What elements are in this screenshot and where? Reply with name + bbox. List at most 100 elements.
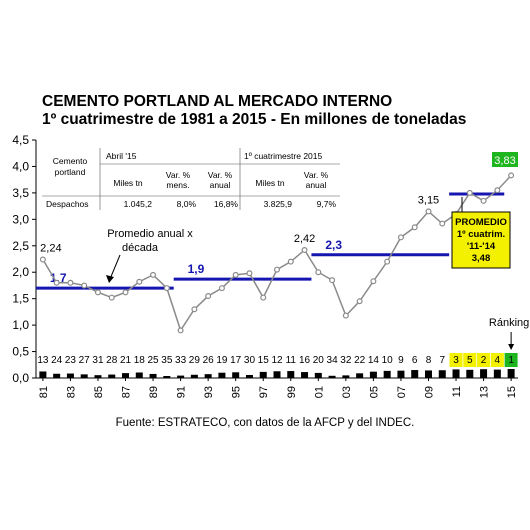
y-tick-label: 2,0: [12, 265, 29, 279]
y-tick-label: 4,0: [12, 159, 29, 173]
ranking-label: 2: [481, 355, 487, 366]
ranking-label: 18: [134, 355, 146, 366]
series-point: [494, 187, 501, 194]
ranking-label: 33: [175, 355, 187, 366]
ranking-label: 23: [65, 355, 77, 366]
ranking-bar: [53, 373, 61, 378]
ranking-bar: [301, 372, 309, 378]
series-point: [136, 278, 143, 285]
series-point: [397, 234, 404, 241]
ranking-bar: [66, 373, 74, 378]
ranking-label: 3: [453, 355, 459, 366]
x-tick-label: 97: [258, 386, 270, 398]
ranking-bar: [190, 374, 198, 378]
ranking-bar: [493, 369, 501, 378]
ranking-bar: [369, 371, 377, 378]
source-note: Fuente: ESTRATECO, con datos de la AFCP …: [115, 417, 415, 429]
point-label: 2,24: [40, 243, 61, 255]
ranking-highlight: [504, 353, 518, 367]
ranking-label: 15: [258, 355, 270, 366]
series-point: [67, 279, 74, 286]
recent-average-text: '11-'14: [467, 241, 496, 252]
table-cell: 8,0%: [177, 199, 197, 209]
series-point: [246, 270, 253, 277]
recent-average-text: PROMEDIO: [455, 217, 507, 228]
ranking-label: 29: [189, 355, 201, 366]
ranking-label: 24: [51, 355, 63, 366]
x-tick-label: 95: [231, 386, 243, 398]
series-point: [108, 294, 115, 301]
ranking-label: 28: [106, 355, 118, 366]
ranking-bar: [273, 371, 281, 378]
ranking-label: 26: [203, 355, 215, 366]
table-column-header: anual: [210, 180, 231, 190]
decade-annotation-arrow-head: [106, 275, 114, 283]
recent-average-text: 1º cuatrim.: [457, 229, 505, 240]
series-point: [370, 278, 377, 285]
point-label: 2,42: [294, 233, 315, 245]
ranking-label: 5: [467, 355, 473, 366]
ranking-bar: [135, 372, 143, 378]
series-point: [425, 208, 432, 215]
ranking-bar: [411, 370, 419, 378]
ranking-caption: Ránking: [489, 317, 529, 329]
ranking-label: 30: [244, 355, 256, 366]
ranking-bar: [314, 372, 322, 378]
series-point: [356, 298, 363, 305]
ranking-bar: [342, 375, 350, 378]
table-cell: 3.825,9: [264, 199, 293, 209]
series-point: [191, 306, 198, 313]
point-label: 3,15: [418, 194, 439, 206]
ranking-bar: [245, 374, 253, 378]
table-column-header: anual: [306, 180, 327, 190]
ranking-label: 10: [382, 355, 394, 366]
ranking-label: 6: [412, 355, 418, 366]
series-point: [274, 266, 281, 273]
ranking-label: 13: [37, 355, 49, 366]
y-tick-label: 4,5: [12, 133, 29, 147]
ranking-bar: [232, 372, 240, 378]
ranking-bar: [438, 370, 446, 378]
table-column-header: Var. %: [208, 170, 233, 180]
y-tick-label: 3,5: [12, 186, 29, 200]
series-point: [480, 197, 487, 204]
table-row-header: portland: [55, 167, 86, 177]
decade-average-label: 1,9: [188, 262, 205, 276]
table-row-header: Cemento: [53, 156, 88, 166]
decade-annotation-arrow: [109, 254, 121, 280]
table-group-header: Abril '15: [106, 151, 137, 161]
ranking-label: 25: [147, 355, 159, 366]
x-tick-label: 83: [65, 386, 77, 398]
ranking-bar: [163, 376, 171, 378]
ranking-label: 14: [368, 355, 380, 366]
ranking-bar: [507, 369, 515, 378]
x-tick-label: 15: [506, 386, 518, 398]
table-column-header: Miles tn: [113, 178, 143, 188]
y-tick-label: 0,0: [12, 371, 29, 385]
ranking-label: 21: [120, 355, 132, 366]
ranking-bar: [466, 369, 474, 378]
table-cell: 1.045,2: [124, 199, 153, 209]
y-tick-label: 1,0: [12, 318, 29, 332]
table-column-header: Miles tn: [255, 178, 285, 188]
series-point: [122, 289, 129, 296]
ranking-bar: [204, 374, 212, 378]
chart-title: CEMENTO PORTLAND AL MERCADO INTERNO: [42, 93, 393, 110]
series-point: [466, 189, 473, 196]
ranking-bar: [177, 375, 185, 378]
ranking-bar: [122, 373, 130, 378]
x-tick-label: 99: [286, 386, 298, 398]
x-tick-label: 13: [479, 386, 491, 398]
series-point: [150, 271, 157, 278]
ranking-label: 17: [230, 355, 242, 366]
last-value-label: 3,83: [494, 155, 515, 167]
decade-average-label: 2,3: [325, 238, 342, 252]
x-tick-label: 87: [121, 386, 133, 398]
table-column-header: Var. %: [304, 170, 329, 180]
y-tick-label: 3,0: [12, 212, 29, 226]
ranking-bar: [480, 369, 488, 378]
series-point: [287, 258, 294, 265]
ranking-bar: [108, 374, 116, 378]
